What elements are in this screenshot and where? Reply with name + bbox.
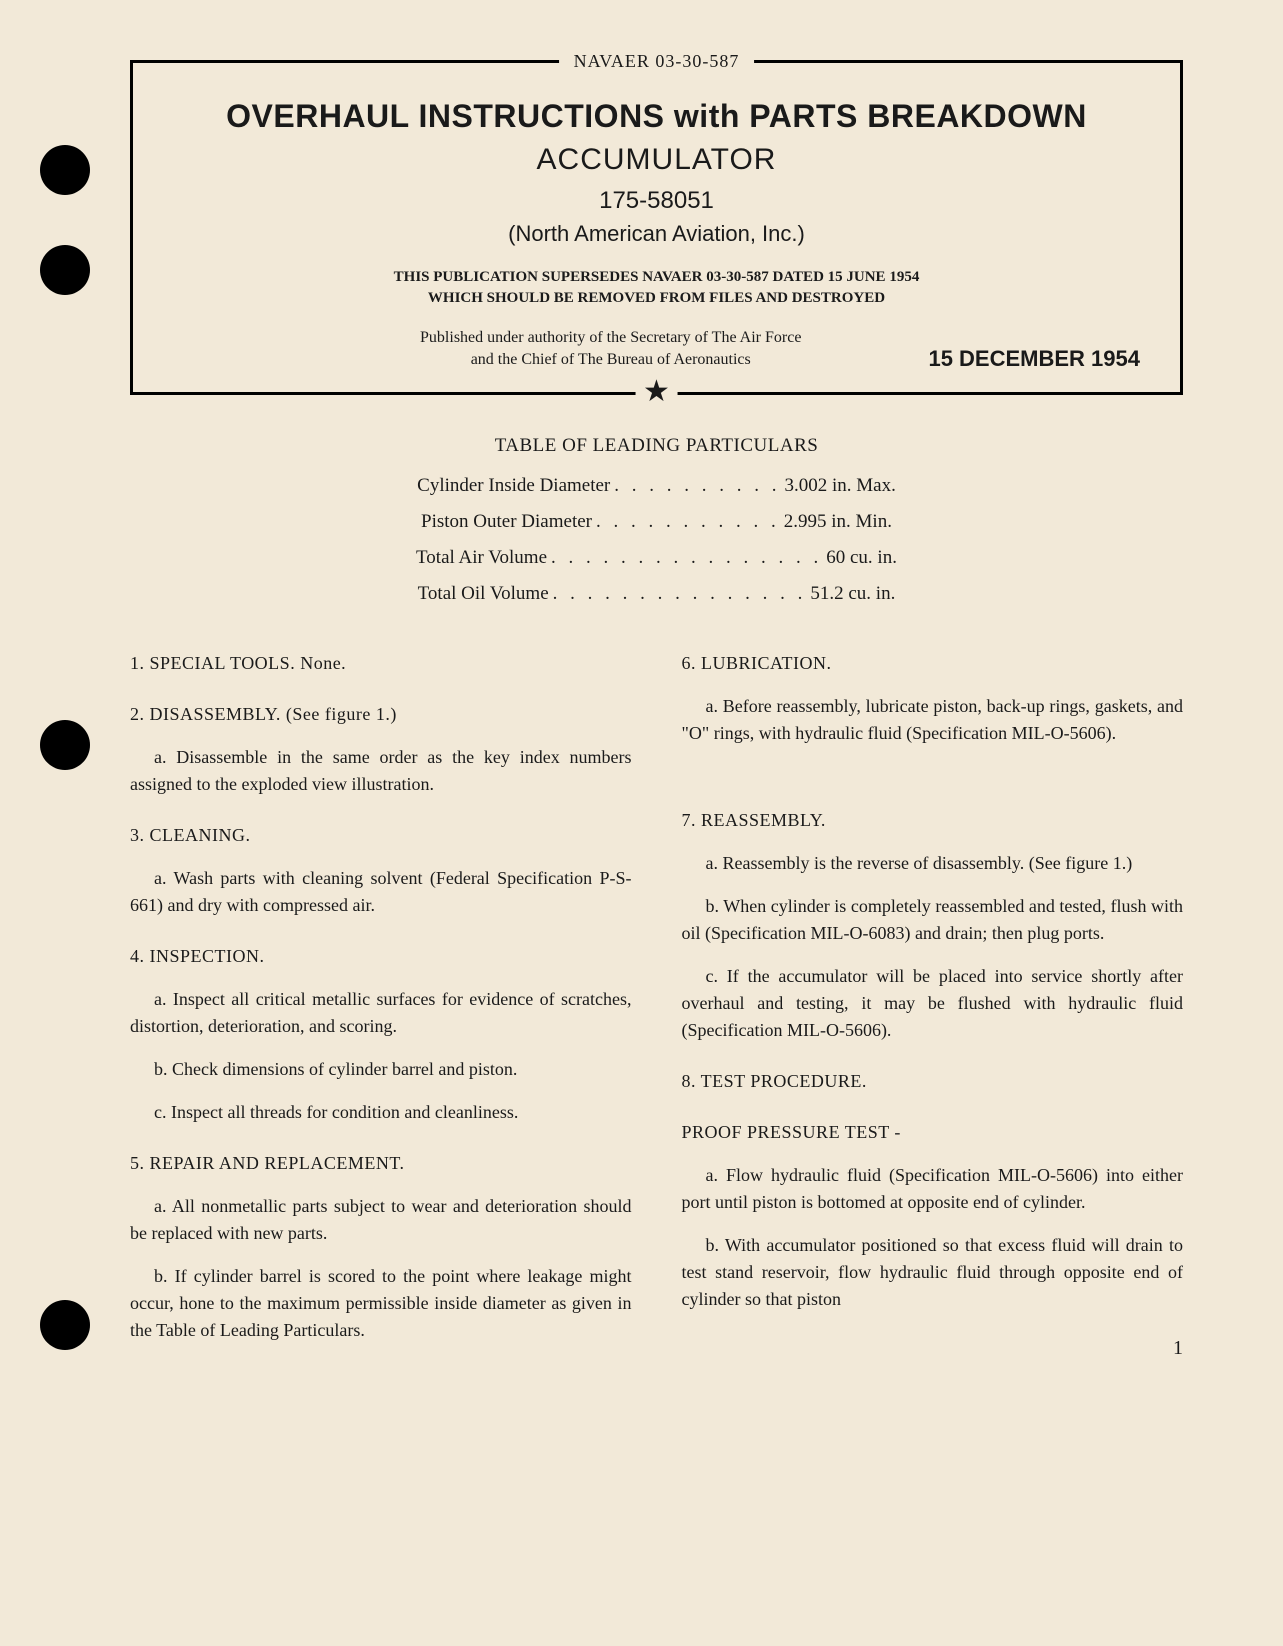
section-heading: 8. TEST PROCEDURE. xyxy=(682,1068,1184,1095)
header-content: OVERHAUL INSTRUCTIONS with PARTS BREAKDO… xyxy=(133,63,1180,392)
publication-date: 15 DECEMBER 1954 xyxy=(898,346,1140,372)
section-heading: 5. REPAIR AND REPLACEMENT. xyxy=(130,1150,632,1177)
particulars-row: Piston Outer Diameter . . . . . . . . . … xyxy=(130,511,1183,533)
publication-authority: Published under authority of the Secreta… xyxy=(323,327,898,372)
document-page: NAVAER 03-30-587 OVERHAUL INSTRUCTIONS w… xyxy=(0,0,1283,1400)
particulars-label: Cylinder Inside Diameter xyxy=(417,475,610,497)
authority-line: and the Chief of The Bureau of Aeronauti… xyxy=(323,349,898,371)
particulars-value: 60 cu. in. xyxy=(826,547,897,569)
part-number: 175-58051 xyxy=(163,187,1150,215)
particulars-row: Total Oil Volume . . . . . . . . . . . .… xyxy=(130,583,1183,605)
section-heading: 2. DISASSEMBLY. (See figure 1.) xyxy=(130,701,632,728)
paragraph: a. Wash parts with cleaning solvent (Fed… xyxy=(130,865,632,919)
leader-dots: . . . . . . . . . . xyxy=(610,475,784,497)
paragraph: c. Inspect all threads for condition and… xyxy=(130,1099,632,1126)
body-columns: 1. SPECIAL TOOLS. None. 2. DISASSEMBLY. … xyxy=(130,650,1183,1360)
title-subtitle: ACCUMULATOR xyxy=(163,143,1150,177)
paragraph: b. Check dimensions of cylinder barrel a… xyxy=(130,1056,632,1083)
particulars-value: 2.995 in. Min. xyxy=(784,511,892,533)
section-subheading: PROOF PRESSURE TEST - xyxy=(682,1119,1184,1146)
supersedes-notice: THIS PUBLICATION SUPERSEDES NAVAER 03-30… xyxy=(163,267,1150,309)
supersedes-line: THIS PUBLICATION SUPERSEDES NAVAER 03-30… xyxy=(163,267,1150,288)
particulars-title: TABLE OF LEADING PARTICULARS xyxy=(130,435,1183,457)
title-main: OVERHAUL INSTRUCTIONS with PARTS BREAKDO… xyxy=(163,98,1150,135)
section-heading: 7. REASSEMBLY. xyxy=(682,807,1184,834)
particulars-value: 3.002 in. Max. xyxy=(785,475,896,497)
paragraph: a. All nonmetallic parts subject to wear… xyxy=(130,1193,632,1247)
leader-dots: . . . . . . . . . . . . . . . . xyxy=(547,547,826,569)
particulars-row: Total Air Volume . . . . . . . . . . . .… xyxy=(130,547,1183,569)
paragraph: c. If the accumulator will be placed int… xyxy=(682,963,1184,1044)
authority-row: Published under authority of the Secreta… xyxy=(163,327,1150,372)
leader-dots: . . . . . . . . . . . . . . . xyxy=(549,583,811,605)
section-heading: 4. INSPECTION. xyxy=(130,943,632,970)
section-heading: 3. CLEANING. xyxy=(130,822,632,849)
paragraph: b. When cylinder is completely reassembl… xyxy=(682,893,1184,947)
particulars-value: 51.2 cu. in. xyxy=(810,583,895,605)
paragraph: b. With accumulator positioned so that e… xyxy=(682,1232,1184,1313)
particulars-label: Total Air Volume xyxy=(416,547,547,569)
paragraph: a. Inspect all critical metallic surface… xyxy=(130,986,632,1040)
company-name: (North American Aviation, Inc.) xyxy=(163,221,1150,247)
particulars-row: Cylinder Inside Diameter . . . . . . . .… xyxy=(130,475,1183,497)
authority-line: Published under authority of the Secreta… xyxy=(323,327,898,349)
particulars-label: Piston Outer Diameter xyxy=(421,511,592,533)
paragraph: a. Disassemble in the same order as the … xyxy=(130,744,632,798)
page-number: 1 xyxy=(1173,1337,1183,1360)
star-icon: ★ xyxy=(635,377,678,407)
right-column: 6. LUBRICATION. a. Before reassembly, lu… xyxy=(682,650,1184,1360)
paragraph: a. Before reassembly, lubricate piston, … xyxy=(682,693,1184,747)
paragraph: a. Reassembly is the reverse of disassem… xyxy=(682,850,1184,877)
leading-particulars-table: TABLE OF LEADING PARTICULARS Cylinder In… xyxy=(130,435,1183,605)
section-heading: 6. LUBRICATION. xyxy=(682,650,1184,677)
particulars-label: Total Oil Volume xyxy=(418,583,549,605)
leader-dots: . . . . . . . . . . . xyxy=(592,511,784,533)
section-heading: 1. SPECIAL TOOLS. None. xyxy=(130,650,632,677)
left-column: 1. SPECIAL TOOLS. None. 2. DISASSEMBLY. … xyxy=(130,650,632,1360)
paragraph: b. If cylinder barrel is scored to the p… xyxy=(130,1263,632,1344)
paragraph: a. Flow hydraulic fluid (Specification M… xyxy=(682,1162,1184,1216)
supersedes-line: WHICH SHOULD BE REMOVED FROM FILES AND D… xyxy=(163,288,1150,309)
title-block: NAVAER 03-30-587 OVERHAUL INSTRUCTIONS w… xyxy=(130,60,1183,395)
